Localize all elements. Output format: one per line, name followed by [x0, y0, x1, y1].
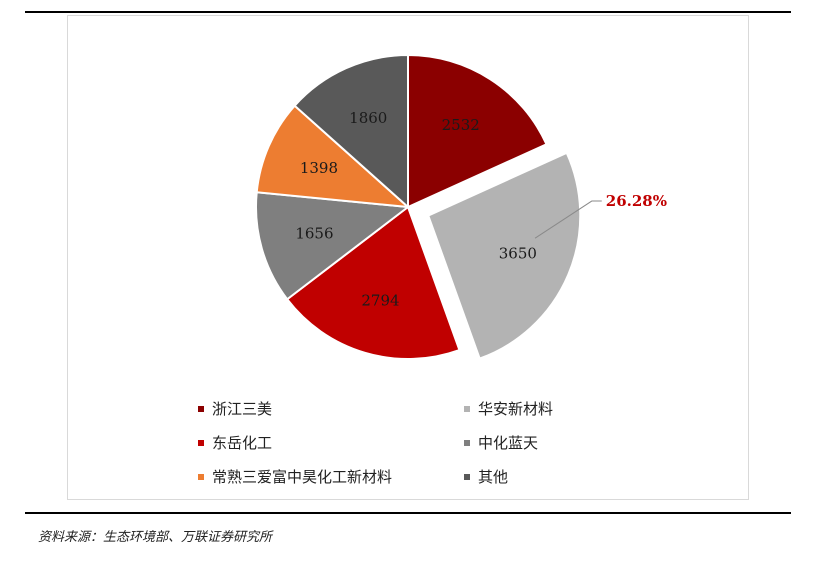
pie-slice: [293, 53, 409, 210]
slice-value-label: 1860: [349, 109, 387, 127]
legend-label: 中化蓝天: [478, 434, 539, 452]
chart-frame: [67, 15, 749, 500]
legend-swatch: [464, 405, 470, 412]
legend-swatch: [464, 439, 470, 446]
bottom-rule: [25, 512, 791, 514]
slice-value-label: 2794: [361, 291, 399, 309]
pie-slice: [407, 53, 548, 209]
slice-labels: 2532 3650 2794 1656 1398 1860: [295, 109, 537, 309]
pie-slice: [285, 205, 461, 360]
legend-item-huaan: 华安新材料: [464, 398, 553, 419]
legend-label: 浙江三美: [212, 400, 273, 418]
slice-value-label: 3650: [499, 244, 537, 262]
legend-swatch: [198, 405, 204, 412]
top-rule: [25, 11, 791, 13]
callout-leader-line: [534, 200, 602, 239]
percent-callout: 26.28%: [534, 192, 667, 239]
callout-percent-label: 26.28%: [606, 192, 667, 210]
legend-item-other: 其他: [464, 466, 508, 487]
pie-slices: [255, 53, 582, 360]
pie-slice: [427, 151, 582, 360]
legend-item-zhonghua-lantian: 中化蓝天: [464, 432, 538, 453]
legend-swatch: [198, 473, 204, 480]
legend-label: 其他: [478, 468, 509, 486]
legend-label: 东岳化工: [212, 434, 273, 452]
legend-item-dongyue: 东岳化工: [198, 432, 272, 453]
slice-value-label: 1656: [295, 225, 333, 243]
legend-swatch: [464, 473, 470, 480]
legend-label: 华安新材料: [478, 400, 554, 418]
slice-value-label: 1398: [300, 159, 338, 177]
source-note: 资料来源：生态环境部、万联证券研究所: [38, 530, 273, 545]
legend-swatch: [198, 439, 204, 446]
pie-slice: [255, 104, 411, 209]
legend-item-changshu: 常熟三爱富中昊化工新材料: [198, 466, 392, 487]
legend-label: 常熟三爱富中昊化工新材料: [212, 468, 393, 486]
pie-slice: [255, 191, 411, 301]
slice-value-label: 2532: [442, 116, 480, 134]
legend-item-zhejiang-sanmei: 浙江三美: [198, 398, 272, 419]
